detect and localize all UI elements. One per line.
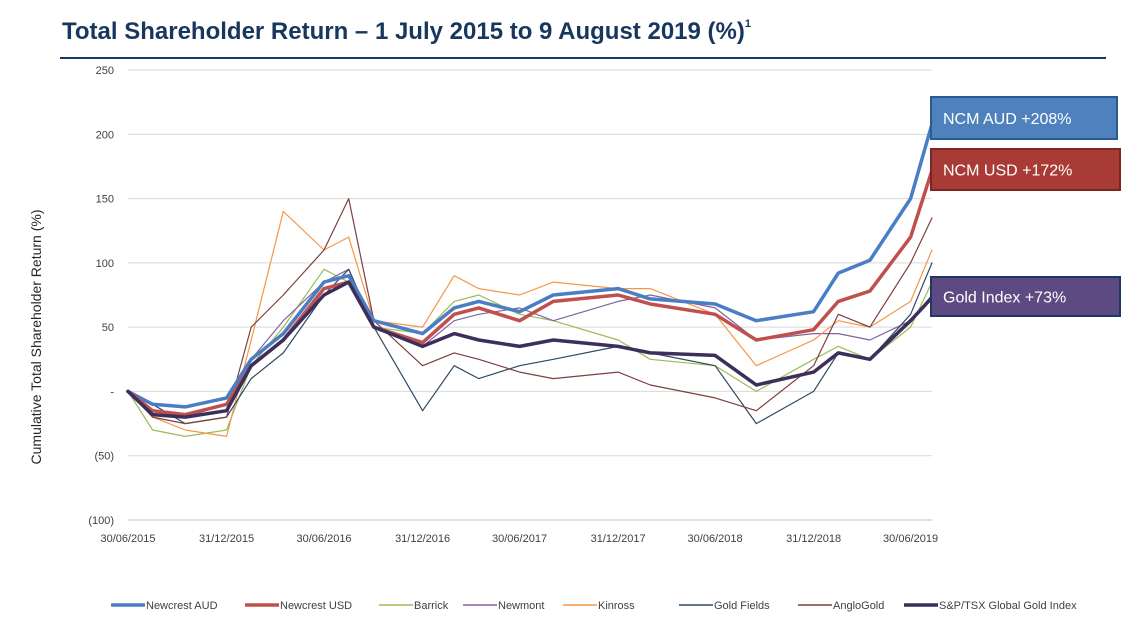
x-tick-label: 30/06/2019	[883, 533, 938, 545]
legend: Newcrest AUD Newcrest USD Barrick Newmont Ki…	[111, 600, 1077, 612]
legend-label: Newmont	[498, 600, 544, 612]
legend-label: Gold Fields	[714, 600, 770, 612]
series-lines	[126, 122, 934, 437]
grid	[128, 69, 932, 521]
x-tick-label: 30/06/2016	[297, 533, 352, 545]
x-tick-label: 31/12/2015	[199, 533, 254, 545]
x-tick-label: 30/06/2017	[492, 533, 547, 545]
series-line-newcrest-usd	[126, 168, 934, 417]
legend-label: Newcrest USD	[280, 600, 352, 612]
x-tick-label: 30/06/2018	[688, 533, 743, 545]
legend-item: Kinross	[563, 600, 635, 612]
series-line-barrick	[127, 268, 933, 437]
x-tick-label: 31/12/2016	[395, 533, 450, 545]
legend-item: S&P/TSX Global Gold Index	[904, 600, 1077, 612]
callout-label: Gold Index +73%	[943, 290, 1066, 307]
series-line-s-p-tsx-global-gold-index	[126, 280, 934, 419]
legend-label: AngloGold	[833, 600, 884, 612]
callouts: NCM AUD +208% NCM USD +172% Gold Index +73…	[930, 96, 1121, 317]
callout-label: NCM USD +172%	[943, 163, 1072, 180]
callout-box: Gold Index +73%	[930, 276, 1121, 317]
legend-label: Barrick	[414, 600, 449, 612]
series-line-gold-fields	[127, 262, 933, 425]
y-axis-ticks: 250 200 150 100 50 - (50) (100)	[88, 65, 114, 527]
y-axis-label: Cumulative Total Shareholder Return (%)	[28, 210, 44, 465]
callout-background	[930, 96, 1118, 140]
x-tick-label: 31/12/2018	[786, 533, 841, 545]
legend-item: Newmont	[463, 600, 544, 612]
y-tick-label: 100	[96, 258, 114, 270]
y-tick-label: (50)	[94, 451, 114, 463]
y-tick-label: 50	[102, 322, 114, 334]
page-title: Total Shareholder Return – 1 July 2015 t…	[62, 18, 751, 46]
x-tick-label: 30/06/2015	[100, 533, 155, 545]
legend-label: Newcrest AUD	[146, 600, 218, 612]
y-tick-label: 150	[96, 194, 114, 206]
title-underline	[60, 57, 1106, 59]
y-tick-label: (100)	[88, 515, 114, 527]
x-axis-ticks: 30/06/2015 31/12/2015 30/06/2016 31/12/2016…	[100, 533, 938, 545]
callout-background	[930, 148, 1121, 191]
series-line-anglogold	[127, 198, 933, 425]
callout-label: NCM AUD +208%	[943, 111, 1072, 128]
y-tick-label: 250	[96, 65, 114, 77]
legend-item: Barrick	[379, 600, 449, 612]
legend-item: Newcrest USD	[245, 600, 352, 612]
callout-background	[930, 276, 1121, 317]
y-tick-label: 200	[96, 129, 114, 141]
legend-item: AngloGold	[798, 600, 884, 612]
callout-box: NCM USD +172%	[930, 148, 1121, 191]
x-tick-label: 31/12/2017	[591, 533, 646, 545]
legend-label: S&P/TSX Global Gold Index	[939, 600, 1077, 612]
y-tick-label: -	[110, 386, 114, 398]
legend-item: Gold Fields	[679, 600, 770, 612]
series-line-kinross	[127, 210, 933, 437]
legend-label: Kinross	[598, 600, 635, 612]
callout-box: NCM AUD +208%	[930, 96, 1118, 140]
series-line-newcrest-aud	[126, 122, 934, 409]
title-text: Total Shareholder Return – 1 July 2015 t…	[62, 18, 745, 45]
title-footnote: 1	[744, 18, 751, 30]
legend-item: Newcrest AUD	[111, 600, 218, 612]
